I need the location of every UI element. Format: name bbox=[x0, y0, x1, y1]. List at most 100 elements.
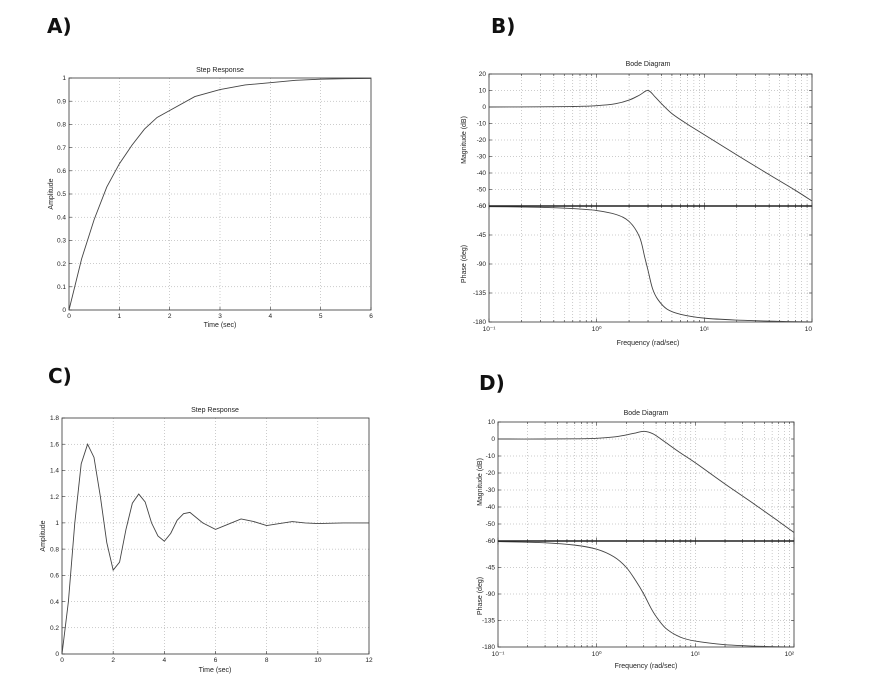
y-tick-label: 0.7 bbox=[57, 145, 66, 152]
phase-line bbox=[497, 541, 795, 648]
y-tick-label: 0 bbox=[491, 436, 495, 443]
y-tick-label: -45 bbox=[486, 565, 496, 572]
y-tick-label: -180 bbox=[473, 319, 486, 326]
y-tick-label: 1.6 bbox=[50, 441, 59, 448]
y-tick-label: -10 bbox=[477, 121, 487, 128]
y-tick-label: 0.9 bbox=[57, 98, 66, 105]
y-tick-label: 1 bbox=[55, 520, 59, 527]
chart-title: Step Response bbox=[196, 67, 244, 74]
magnitude-axis-label: Magnitude (dB) bbox=[477, 458, 484, 506]
y-tick-label: -20 bbox=[486, 470, 496, 477]
x-tick-label: 10⁰ bbox=[592, 650, 602, 658]
y-tick-label: -10 bbox=[486, 453, 496, 460]
y-tick-label: 0.4 bbox=[57, 214, 66, 221]
x-axis-label: Frequency (rad/sec) bbox=[617, 340, 680, 347]
x-tick-label: 3 bbox=[218, 313, 222, 320]
panel-label-b: B) bbox=[491, 14, 516, 38]
chart-title: Bode Diagram bbox=[624, 410, 669, 417]
x-tick-label: 10 bbox=[805, 326, 813, 333]
y-tick-label: -60 bbox=[486, 538, 496, 545]
x-axis-label: Time (sec) bbox=[199, 667, 232, 674]
phase-axis-label: Phase (deg) bbox=[477, 577, 484, 615]
y-tick-label: 1.2 bbox=[50, 494, 59, 501]
y-tick-label: -40 bbox=[477, 170, 487, 177]
x-tick-label: 6 bbox=[214, 657, 218, 664]
y-tick-label: 0.4 bbox=[50, 599, 59, 606]
y-tick-label: -135 bbox=[482, 618, 495, 625]
x-tick-label: 6 bbox=[369, 313, 373, 320]
y-tick-label: 0.2 bbox=[57, 261, 66, 268]
y-axis-label: Amplitude bbox=[40, 520, 47, 551]
x-tick-label: 10⁰ bbox=[592, 325, 602, 333]
y-tick-label: 10 bbox=[488, 419, 496, 426]
y-tick-label: 0.3 bbox=[57, 238, 66, 245]
y-tick-label: 0.2 bbox=[50, 625, 59, 632]
x-axis-label: Frequency (rad/sec) bbox=[615, 663, 678, 670]
y-tick-label: 10 bbox=[479, 88, 487, 95]
chart-title: Bode Diagram bbox=[626, 61, 671, 68]
y-tick-label: 0.6 bbox=[57, 168, 66, 175]
y-tick-label: 20 bbox=[479, 71, 487, 78]
y-tick-label: -90 bbox=[477, 261, 487, 268]
x-tick-label: 5 bbox=[319, 313, 323, 320]
phase-line bbox=[488, 206, 813, 323]
step-response-a: Step Response Time (sec) Amplitude 0 1 2 3 4… bbox=[48, 67, 373, 329]
x-tick-label: 0 bbox=[67, 313, 71, 320]
x-axis-label: Time (sec) bbox=[204, 322, 237, 329]
y-tick-label: -40 bbox=[486, 504, 496, 511]
y-tick-label: 0 bbox=[55, 651, 59, 658]
x-tick-label: 2 bbox=[111, 657, 115, 664]
x-tick-label: 4 bbox=[269, 313, 273, 320]
magnitude-axis-label: Magnitude (dB) bbox=[461, 116, 468, 164]
x-tick-label: 4 bbox=[163, 657, 167, 664]
panel-label-d: D) bbox=[479, 371, 505, 395]
y-tick-label: 0 bbox=[491, 538, 495, 545]
magnitude-line bbox=[488, 90, 813, 202]
panel-label-c: C) bbox=[48, 364, 72, 388]
y-tick-label: 1.8 bbox=[50, 415, 59, 422]
step-response-line bbox=[68, 78, 372, 311]
magnitude-frame bbox=[497, 421, 795, 542]
plot-frame bbox=[68, 77, 372, 311]
x-tick-label: 10¹ bbox=[691, 651, 701, 658]
y-tick-label: -60 bbox=[477, 203, 487, 210]
y-tick-label: 1.4 bbox=[50, 468, 59, 475]
step-response-c: Step Response Time (sec) Amplitude 0 2 4 6 8… bbox=[40, 407, 373, 674]
x-tick-label: 12 bbox=[365, 657, 373, 664]
y-tick-label: -180 bbox=[482, 644, 495, 651]
y-tick-label: -90 bbox=[486, 591, 496, 598]
y-tick-label: 0 bbox=[482, 203, 486, 210]
y-tick-label: -45 bbox=[477, 232, 487, 239]
y-tick-label: 0 bbox=[62, 307, 66, 314]
x-tick-label: 8 bbox=[265, 657, 269, 664]
y-tick-label: -50 bbox=[477, 187, 487, 194]
y-tick-label: 0.8 bbox=[57, 122, 66, 129]
phase-axis-label: Phase (deg) bbox=[461, 245, 468, 283]
y-tick-label: 0.5 bbox=[57, 191, 66, 198]
x-tick-label: 1 bbox=[118, 313, 122, 320]
chart-title: Step Response bbox=[191, 407, 239, 414]
y-tick-label: 0.6 bbox=[50, 573, 59, 580]
bode-diagram-d: Bode Diagram Frequency (rad/sec) Magnitu… bbox=[477, 410, 795, 670]
x-tick-label: 10 bbox=[314, 657, 322, 664]
y-tick-label: 0.1 bbox=[57, 284, 66, 291]
y-tick-label: 0 bbox=[482, 104, 486, 111]
y-tick-label: -50 bbox=[486, 521, 496, 528]
y-tick-label: -30 bbox=[486, 487, 496, 494]
x-tick-label: 10² bbox=[785, 651, 795, 658]
x-tick-label: 0 bbox=[60, 657, 64, 664]
y-tick-label: -135 bbox=[473, 290, 486, 297]
y-tick-label: -30 bbox=[477, 154, 487, 161]
bode-diagram-b: Bode Diagram Frequency (rad/sec) Magnitu… bbox=[461, 61, 813, 347]
step-response-line bbox=[61, 443, 369, 655]
magnitude-line bbox=[497, 430, 795, 533]
panel-label-a: A) bbox=[47, 14, 72, 38]
x-tick-label: 10⁻¹ bbox=[483, 326, 497, 333]
y-tick-label: 1 bbox=[62, 75, 66, 82]
y-tick-label: 0.8 bbox=[50, 546, 59, 553]
x-tick-label: 10¹ bbox=[700, 326, 710, 333]
y-axis-label: Amplitude bbox=[48, 178, 55, 209]
x-tick-label: 10⁻¹ bbox=[492, 651, 506, 658]
x-tick-label: 2 bbox=[168, 313, 172, 320]
